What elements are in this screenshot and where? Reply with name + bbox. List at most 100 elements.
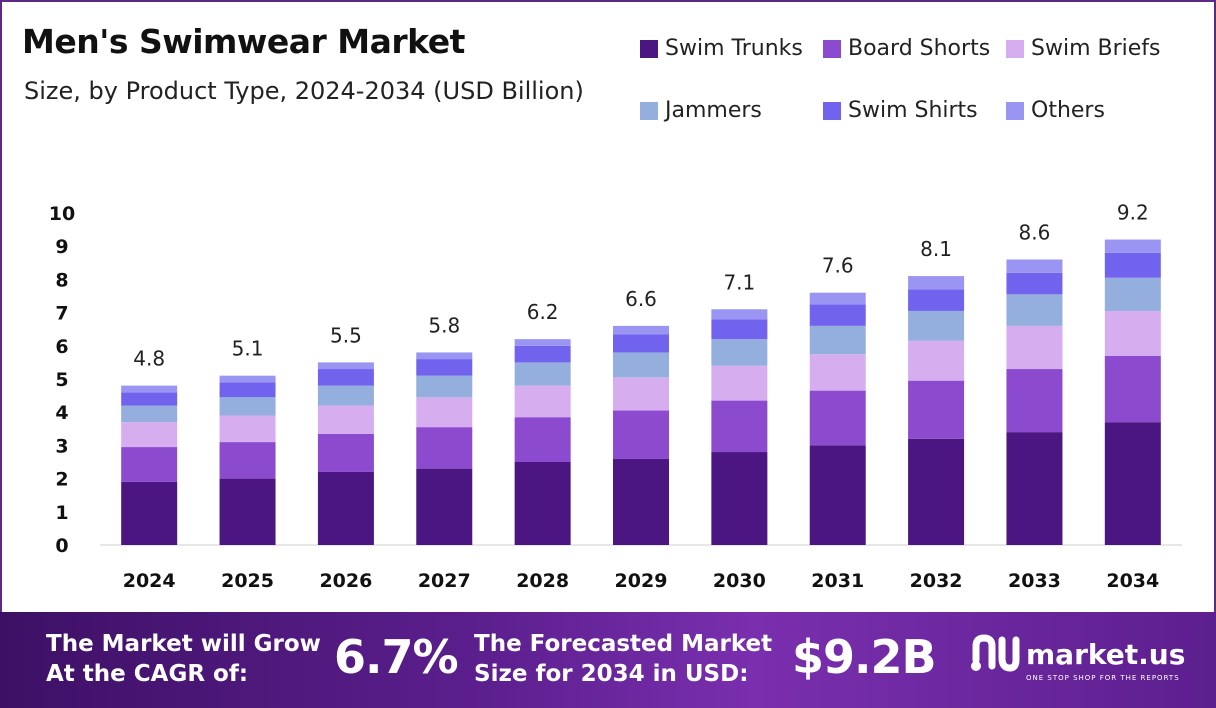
bar-segment-board-shorts-2029 — [613, 410, 669, 459]
bar-total-label-2028: 6.2 — [527, 300, 559, 324]
legend-label-others: Others — [1031, 98, 1105, 123]
legend-item-swim-briefs: Swim Briefs — [1006, 36, 1161, 61]
bar-segment-others-2032 — [908, 276, 965, 290]
bar-segment-board-shorts-2025 — [219, 442, 276, 479]
brand-tagline: ONE STOP SHOP FOR THE REPORTS — [1026, 674, 1180, 682]
bar-segment-others-2029 — [613, 325, 669, 335]
legend-item-swim-shirts: Swim Shirts — [823, 98, 978, 123]
bar-segment-jammers-2025 — [219, 397, 276, 416]
legend-swatch-swim-trunks — [640, 39, 658, 58]
brand-name: market.us — [1026, 637, 1186, 671]
legend-swatch-swim-briefs — [1006, 39, 1024, 58]
forecast-caption-line2: Size for 2034 in USD: — [474, 661, 749, 687]
legend-item-others: Others — [1006, 98, 1105, 123]
bar-segment-jammers-2027 — [416, 375, 473, 398]
bar-segment-swim-shirts-2028 — [514, 345, 571, 363]
bar-total-label-2034: 9.2 — [1117, 201, 1149, 225]
bar-segment-jammers-2030 — [711, 339, 768, 366]
bar-segment-board-shorts-2034 — [1104, 355, 1161, 423]
bar-segment-swim-trunks-2024 — [121, 481, 178, 545]
bar-segment-jammers-2024 — [121, 405, 178, 423]
x-tick-label-2034: 2034 — [1106, 570, 1159, 592]
y-tick-label: 10 — [49, 203, 75, 225]
bar-segment-others-2027 — [416, 352, 473, 360]
y-tick-label: 4 — [55, 402, 68, 424]
market-us-logo-icon — [971, 634, 1020, 672]
bar-segment-others-2034 — [1104, 239, 1161, 253]
bar-segment-swim-trunks-2031 — [809, 445, 866, 545]
bar-segment-swim-briefs-2028 — [514, 385, 571, 418]
legend-label-swim-briefs: Swim Briefs — [1031, 36, 1161, 61]
bar-segment-board-shorts-2028 — [514, 417, 571, 462]
bar-segment-swim-shirts-2033 — [1006, 272, 1063, 295]
bar-segment-swim-trunks-2030 — [711, 452, 768, 545]
x-tick-label-2029: 2029 — [615, 570, 668, 592]
bar-segment-jammers-2034 — [1104, 277, 1161, 311]
bar-segment-swim-shirts-2031 — [809, 304, 866, 326]
bar-segment-jammers-2026 — [317, 385, 374, 406]
bar-segment-swim-briefs-2030 — [711, 365, 768, 401]
bar-segment-jammers-2033 — [1006, 294, 1063, 326]
bar-segment-swim-briefs-2032 — [908, 340, 965, 381]
bar-segment-swim-briefs-2029 — [613, 377, 669, 411]
bar-segment-swim-briefs-2027 — [416, 397, 473, 428]
bar-segment-swim-shirts-2027 — [416, 359, 473, 376]
bar-segment-swim-shirts-2030 — [711, 319, 768, 340]
bar-segment-swim-briefs-2024 — [121, 422, 178, 448]
bar-total-label-2033: 8.6 — [1019, 220, 1051, 244]
bar-total-label-2030: 7.1 — [723, 270, 755, 294]
y-tick-label: 8 — [55, 269, 68, 291]
forecast-caption: The Forecasted Market Size for 2034 in U… — [474, 629, 772, 689]
x-tick-label-2025: 2025 — [221, 570, 274, 592]
legend-label-board-shorts: Board Shorts — [848, 36, 991, 61]
chart-subtitle: Size, by Product Type, 2024-2034 (USD Bi… — [24, 77, 584, 105]
y-tick-label: 0 — [55, 535, 68, 557]
bar-segment-swim-trunks-2033 — [1006, 432, 1063, 545]
bar-total-label-2026: 5.5 — [330, 323, 362, 347]
legend-item-swim-trunks: Swim Trunks — [640, 36, 803, 61]
bar-segment-others-2030 — [711, 309, 768, 320]
bar-segment-board-shorts-2030 — [711, 400, 768, 453]
bar-segment-swim-shirts-2025 — [219, 382, 276, 398]
x-tick-label-2032: 2032 — [910, 570, 963, 592]
legend-swatch-jammers — [640, 101, 658, 120]
legend-swatch-board-shorts — [823, 39, 841, 58]
bar-segment-swim-trunks-2032 — [908, 438, 965, 545]
bar-segment-swim-briefs-2026 — [317, 405, 374, 434]
legend-swatch-swim-shirts — [823, 101, 841, 120]
bar-segment-board-shorts-2033 — [1006, 369, 1063, 433]
cagr-caption-line1: The Market will Grow — [46, 631, 321, 657]
bar-segment-swim-trunks-2029 — [613, 458, 669, 545]
bar-total-label-2029: 6.6 — [625, 287, 657, 311]
bar-segment-board-shorts-2024 — [121, 447, 178, 482]
bar-segment-board-shorts-2027 — [416, 427, 473, 469]
chart-title: Men's Swimwear Market — [22, 22, 465, 61]
x-tick-label-2024: 2024 — [123, 570, 176, 592]
legend-label-jammers: Jammers — [665, 98, 762, 123]
bar-segment-swim-shirts-2029 — [613, 334, 669, 353]
y-tick-label: 7 — [55, 303, 68, 325]
x-tick-label-2027: 2027 — [418, 570, 471, 592]
bar-segment-swim-trunks-2034 — [1104, 422, 1161, 545]
x-tick-label-2026: 2026 — [319, 570, 372, 592]
y-tick-label: 6 — [55, 336, 68, 358]
bar-segment-swim-briefs-2033 — [1006, 325, 1063, 370]
bar-segment-swim-trunks-2025 — [219, 478, 276, 545]
legend-item-board-shorts: Board Shorts — [823, 36, 990, 61]
bar-segment-swim-briefs-2025 — [219, 415, 276, 443]
y-tick-label: 9 — [55, 236, 68, 258]
bar-segment-others-2026 — [317, 362, 374, 370]
bar-segment-others-2024 — [121, 385, 178, 393]
brand-logo[interactable]: market.us ONE STOP SHOP FOR THE REPORTS — [968, 634, 1186, 682]
x-tick-label-2028: 2028 — [516, 570, 569, 592]
y-tick-label: 1 — [55, 502, 68, 524]
bar-total-label-2024: 4.8 — [133, 347, 165, 371]
bar-segment-board-shorts-2031 — [809, 390, 866, 446]
bar-segment-jammers-2029 — [613, 352, 669, 378]
x-tick-label-2031: 2031 — [811, 570, 864, 592]
bar-segment-jammers-2032 — [908, 310, 965, 341]
bar-segment-board-shorts-2032 — [908, 380, 965, 439]
bar-segment-swim-shirts-2032 — [908, 289, 965, 311]
cagr-caption: The Market will Grow At the CAGR of: — [46, 629, 321, 689]
